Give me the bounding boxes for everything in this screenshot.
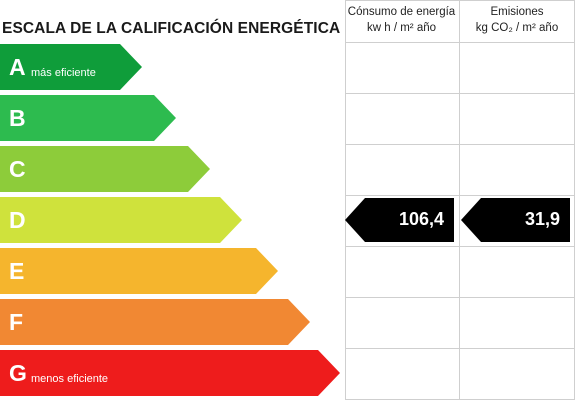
emissions-tag-arrow [461, 198, 570, 242]
consumption-title: Cónsumo de energía [347, 6, 456, 18]
band-e-letter: E [9, 258, 25, 284]
band-g-arrow [0, 350, 340, 396]
band-e: E [0, 248, 345, 294]
band-c: C [0, 146, 345, 192]
emissions-header: Emisiones kg CO₂ / m² año [460, 4, 574, 36]
emissions-title: Emisiones [490, 6, 544, 18]
consumption-value: 106,4 [398, 209, 444, 229]
band-a-description: más eficiente [31, 67, 96, 79]
band-a: A más eficiente [0, 44, 345, 90]
band-a-letter: A [9, 54, 26, 80]
band-d: D [0, 197, 345, 243]
consumption-unit: kw h / m² año [366, 22, 437, 34]
band-c-arrow [0, 146, 210, 192]
consumption-header: Cónsumo de energía kw h / m² año [345, 4, 458, 36]
emissions-rating-tag: 31,9 [461, 198, 570, 242]
emissions-value: 31,9 [524, 209, 560, 229]
band-a-arrow [0, 44, 142, 90]
band-g-description: menos eficiente [31, 373, 109, 385]
band-d-letter: D [9, 207, 26, 233]
emissions-unit: kg CO₂ / m² año [475, 22, 559, 34]
band-b-arrow [0, 95, 176, 141]
band-e-arrow [0, 248, 278, 294]
scale-title: ESCALA DE LA CALIFICACIÓN ENERGÉTICA [2, 20, 341, 37]
consumption-rating-tag: 106,4 [345, 198, 454, 242]
consumption-tag-arrow [345, 198, 454, 242]
band-f: F [0, 299, 345, 345]
band-f-letter: F [9, 309, 24, 335]
band-b-letter: B [9, 105, 26, 131]
band-g-letter: G [9, 360, 27, 386]
band-g: G menos eficiente [0, 350, 345, 396]
band-c-letter: C [9, 156, 26, 182]
band-b: B [0, 95, 345, 141]
band-f-arrow [0, 299, 310, 345]
band-d-arrow [0, 197, 242, 243]
